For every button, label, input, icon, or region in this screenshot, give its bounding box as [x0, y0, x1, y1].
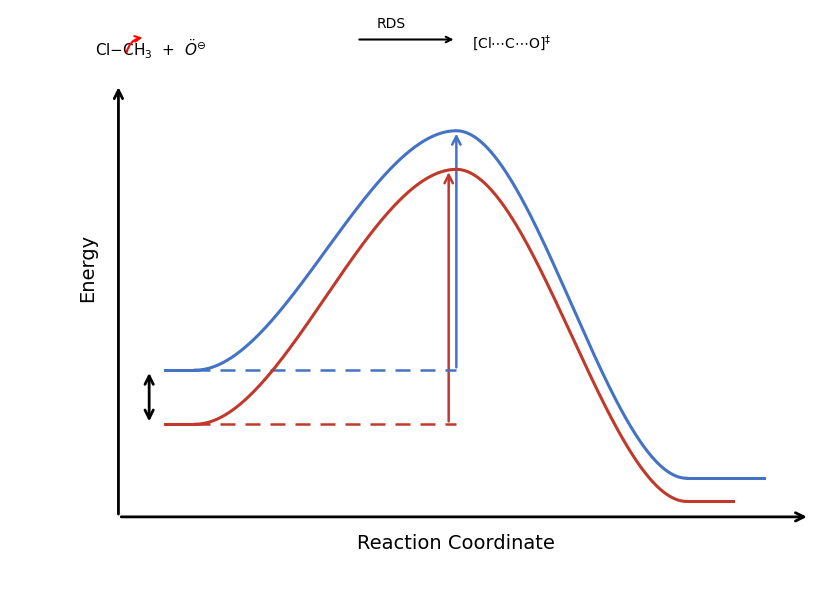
- Text: Energy: Energy: [78, 234, 97, 302]
- Text: $\left[\right.$Cl$\cdots$C$\cdots$O$\left.\right]^{\ddagger}$: $\left[\right.$Cl$\cdots$C$\cdots$O$\lef…: [472, 33, 551, 53]
- Text: Reaction Coordinate: Reaction Coordinate: [358, 534, 555, 553]
- Text: Cl$-$CH$_3$  +  $\ddot{O}^{\ominus}$: Cl$-$CH$_3$ + $\ddot{O}^{\ominus}$: [96, 37, 207, 61]
- Text: RDS: RDS: [376, 17, 406, 31]
